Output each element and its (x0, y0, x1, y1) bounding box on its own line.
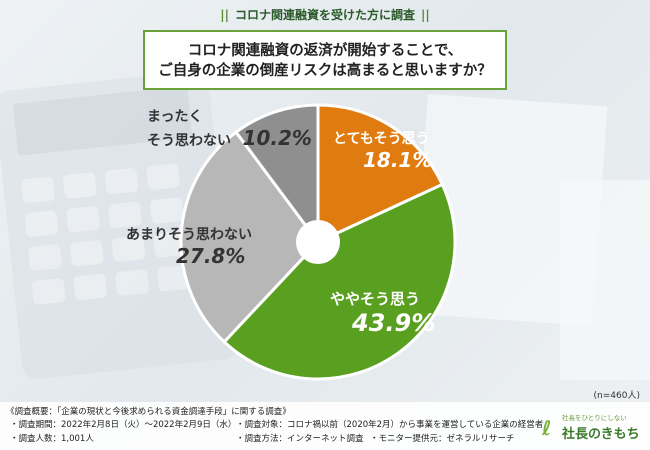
slice-value: 27.8% (176, 244, 246, 268)
slice-value: 10.2% (242, 126, 312, 150)
header-title: コロナ関連融資を受けた方に調査 (234, 8, 415, 22)
leaf-icon: ℓ (542, 416, 552, 440)
question-line-1: コロナ関連融資の返済が開始することで、 (187, 43, 463, 59)
slice-name: あまりそう思わない (126, 227, 252, 243)
question-box: コロナ関連融資の返済が開始することで、 ご自身の企業の倒産リスクは高まると思いま… (143, 30, 507, 90)
question-text: コロナ関連融資の返済が開始することで、 ご自身の企業の倒産リスクは高まると思いま… (145, 32, 505, 81)
slice-name: とてもそう思う (333, 131, 430, 147)
survey-header: || コロナ関連融資を受けた方に調査 || (220, 8, 430, 22)
slice-very (316, 103, 445, 245)
survey-footer: 《調査概要：「企業の現状と今後求められる資金調達手段」に関する調査》 ・調査期間… (0, 402, 650, 450)
slice-label-very: とてもそう思う 18.1% (333, 128, 432, 172)
footer-monitor: ・モニター提供元：ゼネラルリサーチ (370, 434, 515, 444)
slice-label-somewhat: ややそう思う 43.9% (330, 288, 435, 337)
footer-count: ・調査人数：1,001人 (10, 434, 94, 444)
slice-name-line2: そう思わない (147, 133, 231, 149)
question-line-2: ご自身の企業の倒産リスクは高まると思いますか？ (158, 63, 492, 79)
document-image (560, 180, 650, 380)
slice-label-not-at-all: まったく そう思わない 10.2% (147, 106, 312, 150)
footer-overview: 《調査概要：「企業の現状と今後求められる資金調達手段」に関する調査》 (6, 407, 291, 417)
logo-tagline: 社長をひとりにしない (562, 414, 627, 422)
footer-period: ・調査期間：2022年2月8日（火）〜2022年2月9日（水） (10, 420, 237, 430)
slice-name: ややそう思う (330, 290, 421, 308)
footer-method: ・調査方法：インターネット調査 (236, 434, 364, 444)
slice-label-not-much: あまりそう思わない 27.8% (126, 224, 252, 268)
pie-center-hole (296, 220, 340, 264)
slice-value: 18.1% (363, 148, 433, 172)
brand-logo: ℓ 社長をひとりにしない 社長のきもち (540, 410, 640, 444)
slice-not-much (179, 130, 320, 344)
slice-value: 43.9% (352, 309, 436, 337)
slice-somewhat (222, 182, 457, 381)
logo-brand: 社長のきもち (562, 427, 640, 442)
slice-not-at-all (233, 103, 320, 247)
footer-target: ・調査対象：コロナ禍以前（2020年2月）から事業を運営している企業の経営者 (236, 420, 544, 430)
slice-name-line1: まったく (147, 109, 203, 125)
sample-size: (n=460人) (593, 391, 640, 401)
